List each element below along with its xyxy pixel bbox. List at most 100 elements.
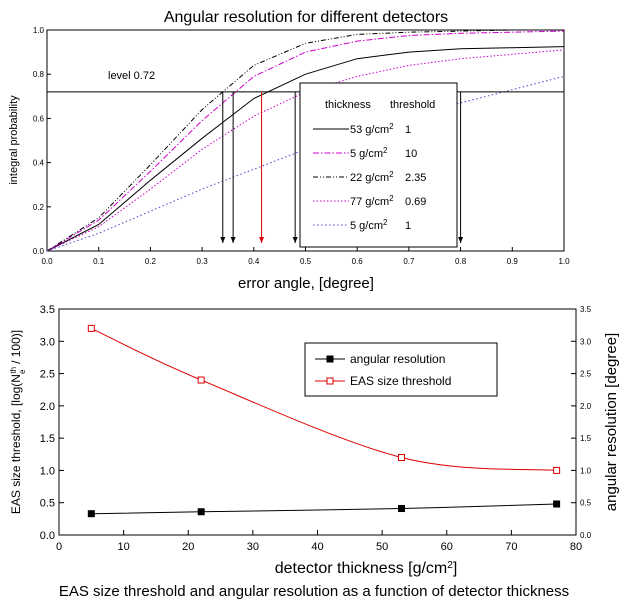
- top-x-tick-label: 0.1: [93, 257, 105, 266]
- top-chart-title: Angular resolution for different detecto…: [164, 9, 448, 26]
- top-x-tick-label: 1.0: [558, 257, 570, 266]
- legend-thickness-3: 22 g/cm2: [350, 170, 394, 185]
- data-point-marker: [87, 324, 95, 332]
- data-point-marker: [197, 376, 205, 384]
- bottom-left-y-tick-label: 2.0: [40, 401, 55, 413]
- bottom-x-axis-label-end: ]: [453, 560, 457, 577]
- bottom-left-y-tick-label: 3.0: [40, 336, 55, 348]
- bottom-right-y-tick-label: 1.0: [580, 466, 592, 475]
- level-arrow-head: [220, 237, 226, 243]
- legend-thickness-value: 5 g/cm: [350, 148, 383, 160]
- legend-thickness-sup: 2: [389, 122, 394, 131]
- bottom-series-line-2: [91, 327, 557, 471]
- left-y-label-sub: e: [18, 369, 27, 374]
- legend-threshold-3: 2.35: [405, 172, 426, 184]
- top-y-tick-label: 0.0: [33, 247, 45, 256]
- bottom-x-axis-label-sup: 2: [447, 560, 453, 571]
- bottom-x-axis: 0 10 20 30 40 50 60 70 80: [56, 530, 582, 553]
- bottom-x-tick-label: 80: [570, 541, 582, 553]
- top-x-axis-label: error angle, [degree]: [238, 275, 374, 292]
- left-y-label-sup: th: [9, 367, 18, 374]
- legend-threshold-5: 1: [405, 220, 411, 232]
- bottom-x-tick-label: 30: [247, 541, 259, 553]
- top-series-line-5: [46, 75, 565, 252]
- legend-thickness-value: 77 g/cm: [350, 196, 389, 208]
- bottom-right-y-tick-label: 0.0: [580, 531, 592, 540]
- level-arrow-head: [230, 237, 236, 243]
- legend-thickness-value: 22 g/cm: [350, 172, 389, 184]
- bottom-right-y-tick-label: 2.0: [580, 402, 592, 411]
- legend-thickness-sup: 2: [383, 218, 388, 227]
- bottom-x-tick-label: 10: [118, 541, 130, 553]
- top-y-tick-label: 0.6: [33, 114, 45, 123]
- bottom-x-tick-label: 40: [311, 541, 323, 553]
- bottom-series: [87, 324, 561, 518]
- top-series-line-3: [46, 29, 564, 252]
- level-arrow-head: [259, 237, 265, 243]
- bottom-right-y-tick-label: 3.5: [580, 305, 592, 314]
- bottom-right-y-tick-label: 0.5: [580, 499, 592, 508]
- legend-thickness-sup: 2: [389, 170, 394, 179]
- top-x-tick-label: 0.4: [248, 257, 260, 266]
- top-x-tick-label: 0.5: [300, 257, 312, 266]
- legend-thickness-sup: 2: [383, 146, 388, 155]
- legend-threshold-1: 1: [405, 124, 411, 136]
- bottom-left-y-tick-label: 0.5: [40, 498, 55, 510]
- bottom-x-axis-label-main: detector thickness [g/cm: [275, 560, 448, 577]
- data-point-marker: [197, 508, 205, 516]
- bottom-left-y-axis-label: EAS size threshold, [log(Neth / 100)]: [9, 330, 27, 514]
- bottom-left-y-axis: 0.0 0.5 1.0 1.5 2.0 2.5 3.0 3.5: [40, 304, 64, 542]
- bottom-right-y-axis-label: angular resolution [degree]: [603, 333, 620, 511]
- legend-threshold-2: 10: [405, 148, 417, 160]
- top-y-tick-label: 0.8: [33, 70, 45, 79]
- bottom-left-y-tick-label: 0.0: [40, 530, 55, 542]
- bottom-right-y-tick-label: 2.5: [580, 370, 592, 379]
- legend-thickness-4: 77 g/cm2: [350, 194, 394, 209]
- top-x-tick-label: 0.0: [41, 257, 53, 266]
- level-label: level 0.72: [108, 70, 155, 82]
- bottom-chart: 0 10 20 30 40 50 60 70 80 0.0 0.5 1.0 1.5 2.0 2.5 3.0 3…: [9, 304, 621, 577]
- bottom-legend: angular resolution EAS size threshold: [304, 342, 498, 397]
- bottom-x-tick-label: 60: [441, 541, 453, 553]
- top-y-axis: 0.0 0.2 0.4 0.6 0.8 1.0: [33, 26, 51, 256]
- legend-label-2: EAS size threshold: [350, 374, 451, 388]
- level-arrow-head: [458, 237, 464, 243]
- top-y-tick-label: 0.4: [33, 159, 45, 168]
- level-arrows: [220, 91, 464, 243]
- figure-caption: EAS size threshold and angular resolutio…: [59, 583, 569, 600]
- legend-header-thickness: thickness: [325, 99, 371, 111]
- top-legend-box: [299, 82, 458, 248]
- legend-header-threshold: threshold: [390, 99, 435, 111]
- top-x-tick-label: 0.6: [352, 257, 364, 266]
- bottom-x-tick-label: 70: [505, 541, 517, 553]
- top-x-tick-label: 0.7: [403, 257, 415, 266]
- legend-thickness-1: 53 g/cm2: [350, 122, 394, 137]
- data-point-marker: [553, 500, 561, 508]
- bottom-x-axis-label: detector thickness [g/cm2]: [275, 560, 458, 578]
- bottom-legend-box: [304, 342, 498, 397]
- top-x-tick-label: 0.9: [507, 257, 519, 266]
- data-point-marker: [553, 466, 561, 474]
- top-series-line-2: [46, 30, 565, 252]
- legend-thickness-value: 53 g/cm: [350, 124, 389, 136]
- legend-thickness-sup: 2: [389, 194, 394, 203]
- top-chart: Angular resolution for different detecto…: [8, 9, 570, 292]
- left-y-label-b: / 100)]: [9, 330, 23, 364]
- top-y-tick-label: 1.0: [33, 26, 45, 35]
- top-x-tick-label: 0.8: [455, 257, 467, 266]
- top-x-tick-label: 0.2: [145, 257, 157, 266]
- top-y-tick-label: 0.2: [33, 203, 45, 212]
- bottom-left-y-tick-label: 3.5: [40, 304, 55, 316]
- bottom-x-tick-label: 0: [56, 541, 62, 553]
- left-y-label-a: EAS size threshold, [log(N: [9, 374, 23, 514]
- top-legend: thickness threshold 53 g/cm2 15 g/cm2 1022…: [299, 82, 458, 248]
- bottom-x-tick-label: 20: [182, 541, 194, 553]
- top-series-line-1: [46, 46, 565, 252]
- legend-thickness-5: 5 g/cm2: [350, 218, 388, 233]
- bottom-right-y-axis: 0.0 0.5 1.0 1.5 2.0 2.5 3.0 3.5: [571, 305, 592, 540]
- legend-thickness-2: 5 g/cm2: [350, 146, 388, 161]
- legend-marker-1: [326, 355, 334, 363]
- data-point-marker: [398, 505, 406, 513]
- bottom-right-y-tick-label: 3.0: [580, 337, 592, 346]
- bottom-right-y-tick-label: 1.5: [580, 434, 592, 443]
